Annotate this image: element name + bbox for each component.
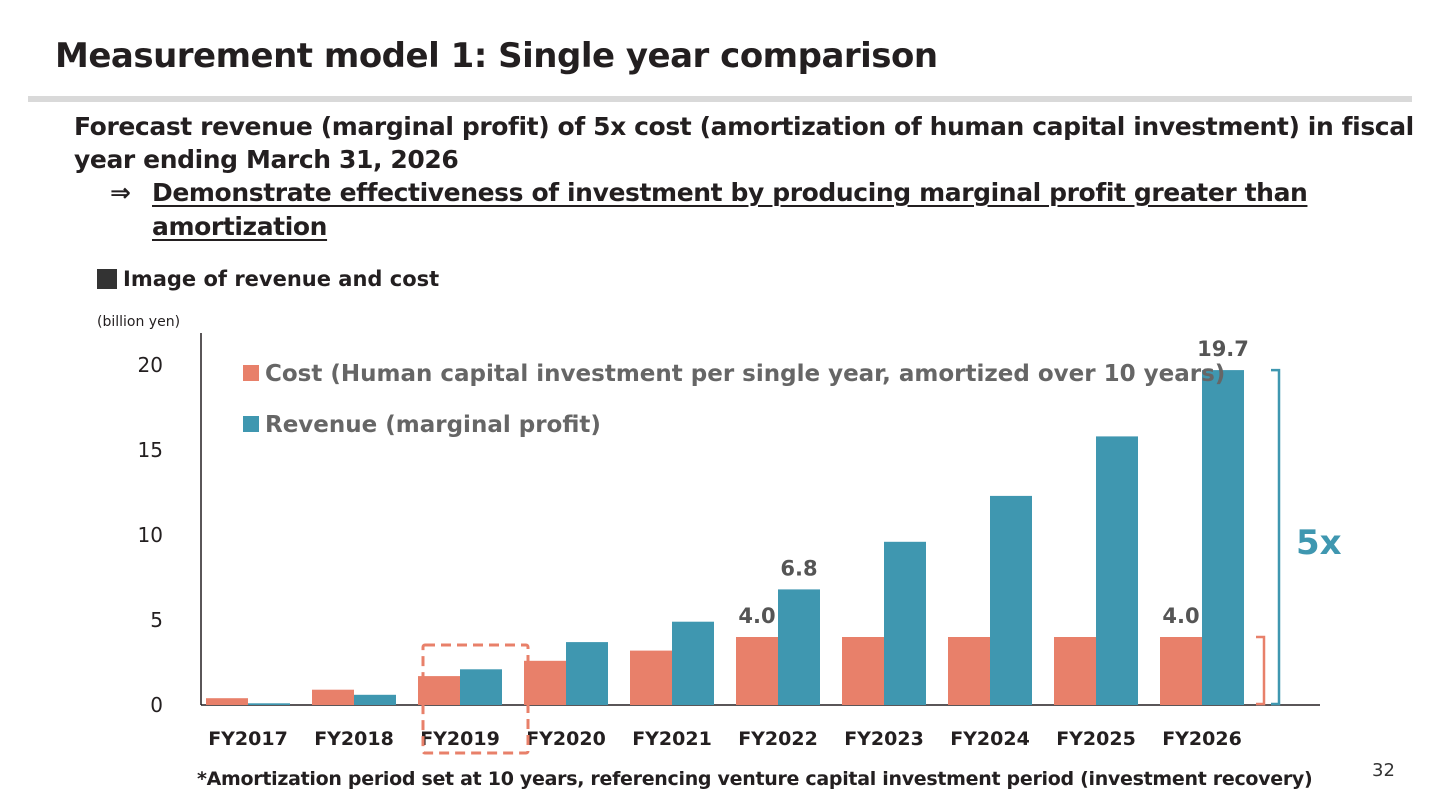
x-tick-label: FY2020 <box>526 728 606 750</box>
legend-swatch <box>243 365 259 381</box>
title-divider <box>28 96 1412 102</box>
x-tick-label: FY2022 <box>738 728 818 750</box>
cost-bar <box>312 689 354 705</box>
section-heading-text: Image of revenue and cost <box>123 267 440 291</box>
data-label: 6.8 <box>780 556 817 580</box>
cost-bar <box>1054 637 1096 705</box>
revenue-bar <box>990 495 1032 705</box>
revenue-bar <box>1096 436 1138 705</box>
revenue-bar <box>248 703 290 705</box>
data-label: 19.7 <box>1197 337 1249 361</box>
cost-bar <box>630 650 672 705</box>
y-tick-label: 10 <box>138 523 163 547</box>
y-unit-label: (billion yen) <box>97 314 181 330</box>
y-tick-label: 15 <box>138 438 163 462</box>
legend-label: Revenue (marginal profit) <box>265 412 601 438</box>
highlight-box <box>421 643 530 755</box>
ratio-label: 5x <box>1296 523 1342 563</box>
x-tick-label: FY2025 <box>1056 728 1136 750</box>
conclusion-text: Demonstrate effectiveness of investment … <box>152 178 1308 241</box>
conclusion-line: ⇒ Demonstrate effectiveness of investmen… <box>110 176 1390 244</box>
revenue-bar <box>460 669 502 705</box>
section-heading: Image of revenue and cost <box>97 267 439 291</box>
page-number: 32 <box>1372 760 1395 781</box>
legend-label: Cost (Human capital investment per singl… <box>265 361 1225 387</box>
revenue-bar <box>566 642 608 705</box>
data-label: 4.0 <box>1162 604 1199 628</box>
x-tick-label: FY2017 <box>208 728 288 750</box>
x-tick-label: FY2026 <box>1162 728 1242 750</box>
revenue-bracket <box>1271 368 1281 706</box>
y-tick-label: 0 <box>150 693 163 717</box>
cost-bar <box>736 637 778 705</box>
lead-statement: Forecast revenue (marginal profit) of 5x… <box>74 112 1414 174</box>
square-bullet-icon <box>97 269 117 289</box>
cost-bar <box>524 660 566 705</box>
x-tick-label: FY2018 <box>314 728 394 750</box>
x-tick-label: FY2023 <box>844 728 924 750</box>
footnote: *Amortization period set at 10 years, re… <box>197 768 1313 790</box>
x-tick-label: FY2019 <box>420 728 500 750</box>
revenue-bar <box>778 589 820 705</box>
cost-bracket <box>1256 635 1266 706</box>
cost-bar <box>418 676 460 705</box>
x-tick-label: FY2024 <box>950 728 1030 750</box>
data-label: 4.0 <box>738 604 775 628</box>
revenue-bar <box>354 694 396 705</box>
y-tick-label: 20 <box>138 353 163 377</box>
cost-bar <box>1160 637 1202 705</box>
y-tick-label: 5 <box>150 608 163 632</box>
implies-arrow-icon: ⇒ <box>110 178 131 207</box>
cost-bar <box>206 698 248 705</box>
x-tick-label: FY2021 <box>632 728 712 750</box>
revenue-bar <box>672 621 714 705</box>
slide-title: Measurement model 1: Single year compari… <box>55 36 938 76</box>
revenue-bar <box>884 541 926 705</box>
cost-bar <box>842 637 884 705</box>
cost-bar <box>948 637 990 705</box>
legend-swatch <box>243 416 259 432</box>
revenue-bar <box>1202 370 1244 705</box>
